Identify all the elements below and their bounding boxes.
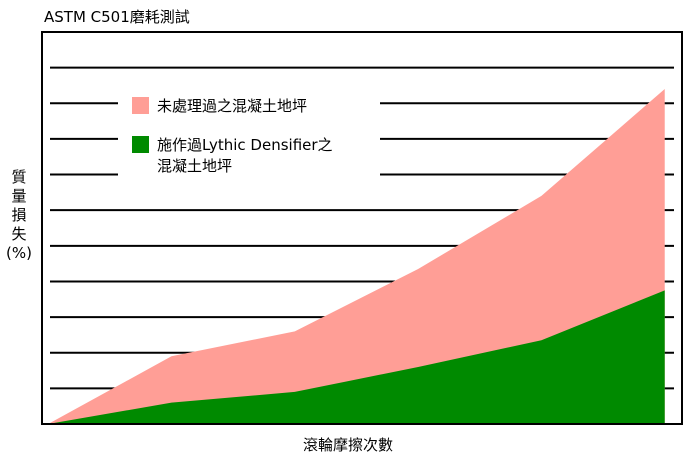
- legend-swatch-untreated: [132, 97, 149, 114]
- area-untreated: [48, 89, 665, 424]
- area-series-layer: [48, 89, 665, 424]
- chart-title: ASTM C501磨耗測試: [44, 8, 190, 26]
- legend-label-untreated: 未處理過之混凝土地坪: [157, 97, 307, 115]
- x-axis-label: 滾輪摩擦次數: [302, 436, 393, 454]
- y-axis-label-char: 質: [11, 168, 27, 186]
- y-axis-label-char: 量: [11, 187, 27, 205]
- plot-frame: [41, 31, 683, 425]
- y-axis-label-char: 損: [11, 206, 27, 224]
- area-treated: [48, 290, 665, 424]
- legend-background: [118, 88, 380, 180]
- legend: 未處理過之混凝土地坪 施作過Lythic Densifier之 混凝土地坪: [118, 88, 380, 180]
- legend-label-treated-line2: 混凝土地坪: [157, 157, 232, 175]
- y-axis-label-char: 失: [11, 225, 27, 243]
- y-axis-label: 質 量 損 失 (%): [2, 168, 36, 263]
- legend-swatch-treated: [132, 136, 149, 153]
- legend-label-treated-line1: 施作過Lythic Densifier之: [157, 136, 333, 154]
- y-axis-label-char: (%): [6, 244, 32, 262]
